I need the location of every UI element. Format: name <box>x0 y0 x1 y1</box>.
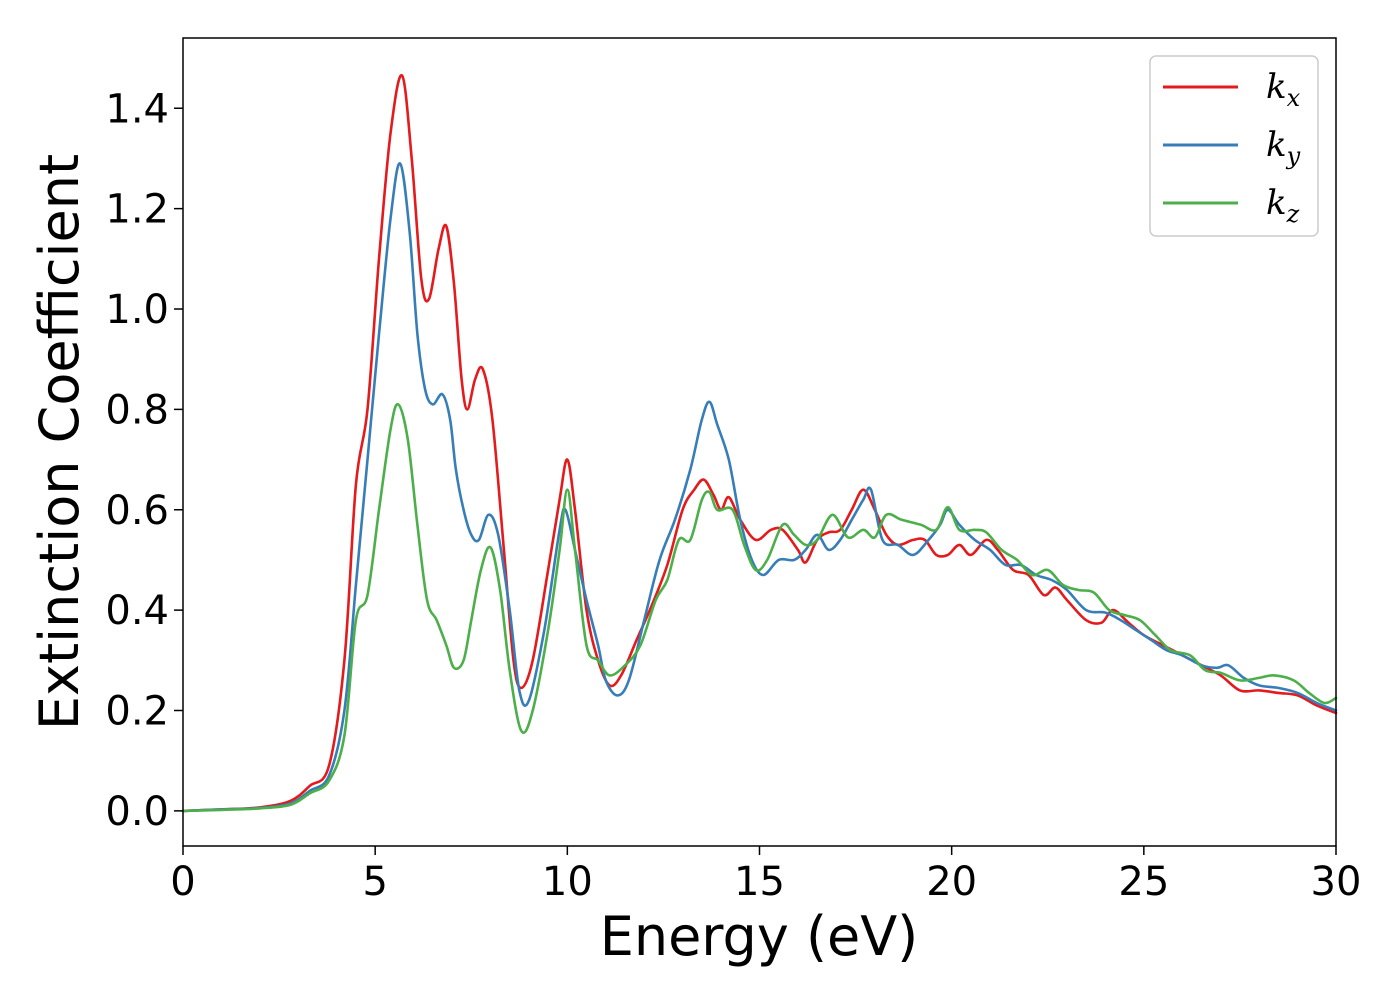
series-layer <box>181 74 1338 813</box>
y-axis-label: Extinction Coefficient <box>28 154 91 730</box>
legend-label-ky: ky <box>1266 125 1301 170</box>
x-tick-label: 25 <box>1118 859 1169 905</box>
legend: kx ky kz <box>1149 55 1319 237</box>
series-line-kz <box>181 402 1338 813</box>
x-tick-label: 20 <box>926 859 977 905</box>
series-line-ky <box>181 162 1338 813</box>
series-line-kx <box>181 74 1338 813</box>
x-tick-label: 15 <box>734 859 785 905</box>
y-tick-label: 0.2 <box>105 688 169 734</box>
y-tick-label: 0.0 <box>105 789 169 835</box>
y-tick-label: 1.0 <box>105 287 169 333</box>
legend-items: kx ky kz <box>1163 67 1301 228</box>
y-tick-label: 0.8 <box>105 387 169 433</box>
y-tick-label: 0.4 <box>105 588 169 634</box>
x-tick-label: 10 <box>542 859 593 905</box>
x-tick-label: 0 <box>170 859 195 905</box>
x-axis-label: Energy (eV) <box>600 905 919 968</box>
x-tick-label: 5 <box>362 859 387 905</box>
y-axis-ticks: 0.0 0.2 0.4 0.6 0.8 1.0 1.2 1.4 <box>105 86 183 835</box>
y-tick-label: 1.4 <box>105 86 169 132</box>
y-tick-label: 0.6 <box>105 488 169 534</box>
legend-label-kz: kz <box>1266 183 1300 228</box>
x-axis-ticks: 0 5 10 15 20 25 30 <box>170 846 1361 905</box>
legend-label-kx: kx <box>1266 67 1301 112</box>
x-tick-label: 30 <box>1311 859 1362 905</box>
y-tick-label: 1.2 <box>105 187 169 233</box>
